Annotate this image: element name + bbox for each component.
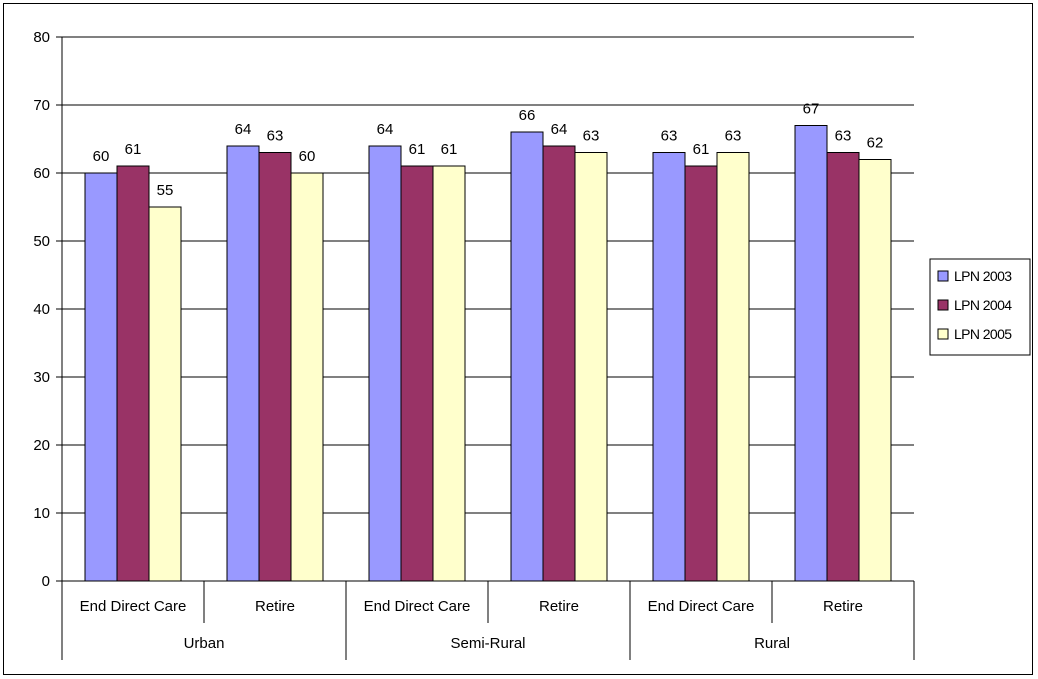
bar [368,145,402,582]
y-tick-label: 70 [33,97,50,114]
legend-swatch [937,299,949,311]
data-label: 66 [519,107,536,124]
data-label: 63 [661,128,678,145]
legend-label: LPN 2004 [954,297,1012,313]
data-label: 63 [267,128,284,145]
bar [226,145,260,582]
bar [574,152,608,582]
data-label: 63 [725,128,742,145]
data-label: 64 [377,121,394,138]
bar [652,152,686,582]
y-tick-label: 0 [42,573,50,590]
data-labels: 60 64 64 66 63 67 61 63 61 64 61 63 55 60 61 63 63 62 [93,100,884,199]
bar [858,158,892,582]
data-label: 64 [551,121,568,138]
bar [84,172,118,582]
bar [148,206,182,582]
bar [258,152,292,582]
data-label: 63 [583,128,600,145]
y-tick-label: 10 [33,505,50,522]
data-label: 60 [299,148,316,165]
legend-label: LPN 2005 [954,326,1012,342]
x-category-label: End Direct Care [648,598,755,615]
data-label: 60 [93,148,110,165]
x-category-label: Retire [255,598,295,615]
x-group-label: Rural [754,635,790,652]
legend: LPN 2003 LPN 2004 LPN 2005 [929,258,1031,356]
axes: 0 10 20 30 40 50 60 70 80 End Direct Care Retire En… [33,29,915,660]
gridlines [62,36,914,514]
data-label: 64 [235,121,252,138]
bars [84,124,892,582]
legend-swatch [937,328,949,340]
x-group-label: Urban [184,635,225,652]
x-group-label: Semi-Rural [450,635,525,652]
bar [542,145,576,582]
y-tick-label: 60 [33,165,50,182]
bar [290,172,324,582]
data-label: 61 [409,141,426,158]
bar [510,131,544,582]
y-tick-label: 40 [33,301,50,318]
data-label: 55 [157,182,174,199]
data-label: 61 [441,141,458,158]
y-tick-label: 80 [33,29,50,46]
x-category-label: End Direct Care [80,598,187,615]
bar [794,124,828,582]
bar [716,152,750,582]
bar [826,152,860,582]
legend-label: LPN 2003 [954,268,1012,284]
bar [400,165,434,582]
data-label: 62 [867,134,884,151]
bar [684,165,718,582]
y-tick-label: 50 [33,233,50,250]
data-label: 63 [835,128,852,145]
x-category-label: Retire [823,598,863,615]
y-tick-label: 20 [33,437,50,454]
bar [432,165,466,582]
x-category-label: End Direct Care [364,598,471,615]
data-label: 67 [803,100,820,117]
y-tick-label: 30 [33,369,50,386]
bar [116,165,150,582]
x-category-label: Retire [539,598,579,615]
legend-swatch [937,270,949,282]
data-label: 61 [125,141,142,158]
data-label: 61 [693,141,710,158]
